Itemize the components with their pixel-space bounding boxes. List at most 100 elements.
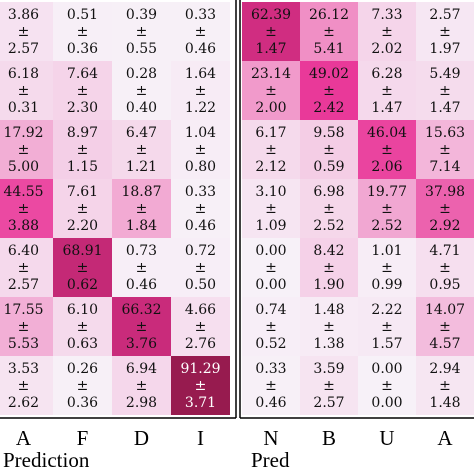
cell xyxy=(242,120,300,179)
cell xyxy=(242,2,300,61)
cell-value: 15.63 xyxy=(425,125,465,141)
cell xyxy=(300,120,358,179)
cell xyxy=(0,120,53,179)
cell xyxy=(112,2,171,61)
cell-separator: ± xyxy=(195,83,207,99)
cell-separator: ± xyxy=(195,260,207,276)
cell-value: 17.92 xyxy=(3,125,43,141)
x-tick-label: U xyxy=(379,426,394,450)
cell-separator: ± xyxy=(18,319,30,335)
cell-value: 7.61 xyxy=(67,184,98,200)
cell xyxy=(416,2,474,61)
cell-value: 0.73 xyxy=(126,243,157,259)
cell xyxy=(416,356,474,415)
cell xyxy=(53,356,112,415)
cell-separator: ± xyxy=(323,378,335,394)
cell-error: 2.57 xyxy=(8,277,39,293)
cell xyxy=(112,238,171,297)
cell-separator: ± xyxy=(265,378,277,394)
cell xyxy=(358,297,416,356)
cell-error: 1.84 xyxy=(126,218,157,234)
cell-separator: ± xyxy=(18,83,30,99)
cell xyxy=(53,179,112,238)
cell xyxy=(112,297,171,356)
cell xyxy=(416,61,474,120)
cell xyxy=(358,61,416,120)
cell xyxy=(171,179,230,238)
x-tick-label: F xyxy=(77,426,89,450)
x-tick-label: D xyxy=(134,426,149,450)
cell xyxy=(358,179,416,238)
cell-separator: ± xyxy=(18,260,30,276)
cell-value: 9.58 xyxy=(313,125,344,141)
cell-error: 0.31 xyxy=(8,100,39,116)
cell-error: 1.47 xyxy=(429,100,460,116)
cell-value: 46.04 xyxy=(367,125,407,141)
cell xyxy=(300,356,358,415)
cell-error: 2.20 xyxy=(67,218,98,234)
cell-value: 14.07 xyxy=(425,302,465,318)
cell xyxy=(53,238,112,297)
cell-value: 0.33 xyxy=(185,7,216,23)
cell-value: 3.59 xyxy=(313,361,344,377)
cell xyxy=(300,2,358,61)
cell-error: 2.76 xyxy=(185,336,216,352)
cell-separator: ± xyxy=(77,378,89,394)
cell-error: 1.47 xyxy=(255,41,286,57)
cell-value: 18.87 xyxy=(121,184,161,200)
cell xyxy=(0,297,53,356)
cell-separator: ± xyxy=(136,24,148,40)
cell-value: 1.48 xyxy=(313,302,344,318)
cell xyxy=(300,179,358,238)
cell-separator: ± xyxy=(439,319,451,335)
cell-separator: ± xyxy=(381,260,393,276)
cell-separator: ± xyxy=(439,378,451,394)
cell-value: 6.18 xyxy=(8,66,39,82)
cell xyxy=(416,120,474,179)
cell-value: 2.57 xyxy=(429,7,460,23)
cell-error: 1.90 xyxy=(313,277,344,293)
cell-error: 0.00 xyxy=(371,395,402,411)
cell-error: 0.55 xyxy=(126,41,157,57)
cell xyxy=(0,179,53,238)
cell-error: 7.14 xyxy=(429,159,460,175)
cell-separator: ± xyxy=(323,142,335,158)
cell xyxy=(53,120,112,179)
cell-value: 49.02 xyxy=(309,66,349,82)
cell-separator: ± xyxy=(381,142,393,158)
cell xyxy=(171,120,230,179)
cell-error: 0.46 xyxy=(126,277,157,293)
cell-value: 0.33 xyxy=(255,361,286,377)
cell xyxy=(0,238,53,297)
cell xyxy=(112,356,171,415)
cell-separator: ± xyxy=(323,24,335,40)
cell-value: 6.47 xyxy=(126,125,157,141)
cell-error: 5.00 xyxy=(8,159,39,175)
cell-value: 66.32 xyxy=(121,302,161,318)
cell-separator: ± xyxy=(18,142,30,158)
cell xyxy=(300,297,358,356)
cell-value: 6.28 xyxy=(371,66,402,82)
cell-error: 2.52 xyxy=(371,218,402,234)
cell-value: 4.66 xyxy=(185,302,216,318)
cell-value: 6.17 xyxy=(255,125,286,141)
cell-error: 4.57 xyxy=(429,336,460,352)
cell xyxy=(53,2,112,61)
cell xyxy=(171,61,230,120)
cell xyxy=(242,297,300,356)
cell-separator: ± xyxy=(195,142,207,158)
cell-error: 1.15 xyxy=(67,159,98,175)
cell-error: 0.40 xyxy=(126,100,157,116)
cell-error: 2.02 xyxy=(371,41,402,57)
cell-value: 3.86 xyxy=(8,7,39,23)
x-axis-label: Pred xyxy=(251,448,290,472)
cell-value: 0.51 xyxy=(67,7,98,23)
cell-error: 0.00 xyxy=(255,277,286,293)
cell-separator: ± xyxy=(381,201,393,217)
cell-error: 2.92 xyxy=(429,218,460,234)
cell-value: 0.28 xyxy=(126,66,157,82)
cell xyxy=(242,238,300,297)
cell-value: 0.33 xyxy=(185,184,216,200)
cell xyxy=(358,238,416,297)
